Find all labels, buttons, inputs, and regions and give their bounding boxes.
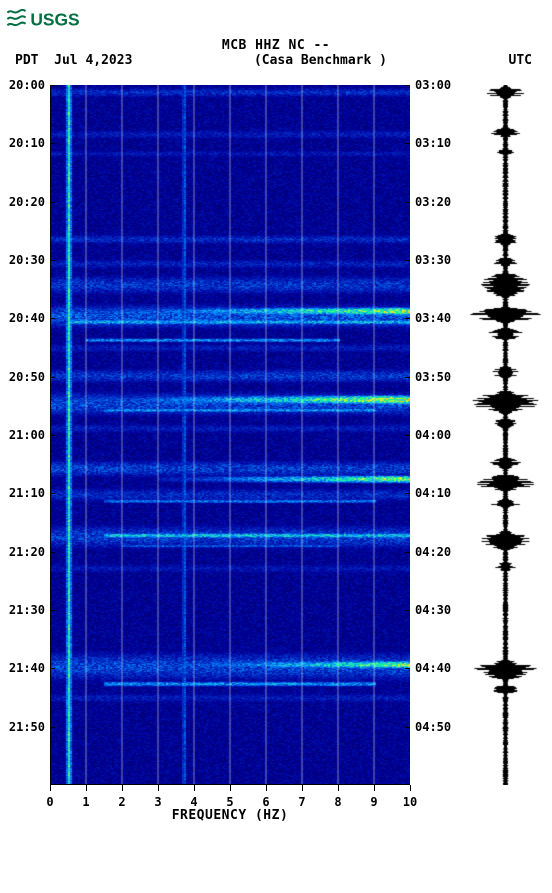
tz-right-label: UTC — [509, 53, 532, 68]
freq-tick-label: 3 — [154, 795, 161, 809]
utc-time-label: 04:30 — [415, 603, 451, 617]
pdt-time-label: 21:20 — [9, 545, 45, 559]
pdt-time-label: 20:50 — [9, 370, 45, 384]
y-axis-utc: 03:0003:1003:2003:3003:4003:5004:0004:10… — [412, 85, 460, 785]
pdt-time-label: 21:40 — [9, 661, 45, 675]
pdt-time-label: 21:50 — [9, 720, 45, 734]
pdt-time-label: 20:30 — [9, 253, 45, 267]
svg-text:USGS: USGS — [30, 9, 79, 29]
usgs-logo-svg: USGS — [5, 5, 100, 33]
site-label: (Casa Benchmark ) — [254, 53, 387, 68]
utc-time-label: 04:50 — [415, 720, 451, 734]
utc-time-label: 03:50 — [415, 370, 451, 384]
utc-time-label: 04:20 — [415, 545, 451, 559]
freq-tick-label: 2 — [118, 795, 125, 809]
freq-tick-label: 1 — [82, 795, 89, 809]
chart-header: MCB HHZ NC -- PDT Jul 4,2023 (Casa Bench… — [0, 38, 552, 68]
utc-time-label: 03:40 — [415, 311, 451, 325]
pdt-time-label: 20:00 — [9, 78, 45, 92]
utc-time-label: 03:00 — [415, 78, 451, 92]
pdt-time-label: 20:10 — [9, 136, 45, 150]
spectrogram — [50, 85, 410, 785]
freq-tick-label: 5 — [226, 795, 233, 809]
freq-tick-label: 7 — [298, 795, 305, 809]
utc-time-label: 03:20 — [415, 195, 451, 209]
pdt-time-label: 21:30 — [9, 603, 45, 617]
x-axis-title: FREQUENCY (HZ) — [50, 808, 410, 823]
tz-left-label: PDT Jul 4,2023 — [15, 53, 132, 68]
utc-time-label: 04:00 — [415, 428, 451, 442]
pdt-time-label: 20:20 — [9, 195, 45, 209]
pdt-time-label: 21:00 — [9, 428, 45, 442]
utc-time-label: 03:10 — [415, 136, 451, 150]
utc-time-label: 03:30 — [415, 253, 451, 267]
freq-tick-label: 9 — [370, 795, 377, 809]
pdt-time-label: 21:10 — [9, 486, 45, 500]
seismogram-canvas — [468, 85, 543, 785]
utc-time-label: 04:10 — [415, 486, 451, 500]
usgs-logo: USGS — [5, 5, 100, 33]
freq-tick-label: 6 — [262, 795, 269, 809]
seismogram — [468, 85, 543, 785]
spectrogram-canvas — [50, 85, 410, 785]
freq-tick-label: 8 — [334, 795, 341, 809]
utc-time-label: 04:40 — [415, 661, 451, 675]
station-line: MCB HHZ NC -- — [0, 38, 552, 53]
freq-tick-label: 10 — [403, 795, 417, 809]
freq-tick-label: 4 — [190, 795, 197, 809]
freq-tick-label: 0 — [46, 795, 53, 809]
y-axis-pdt: 20:0020:1020:2020:3020:4020:5021:0021:10… — [0, 85, 48, 785]
pdt-time-label: 20:40 — [9, 311, 45, 325]
